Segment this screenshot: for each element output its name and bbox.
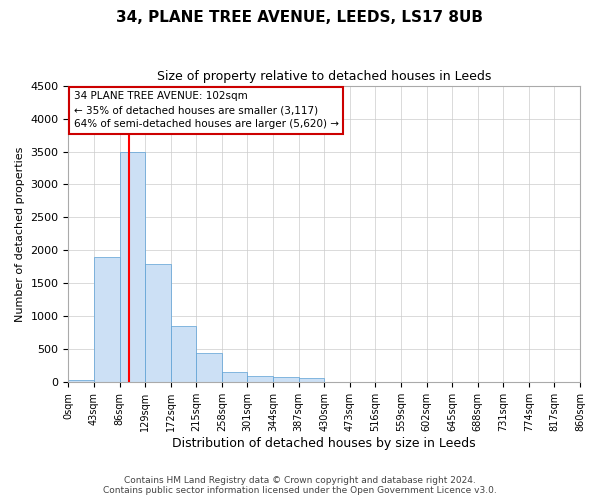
Bar [171, 326, 196, 382]
X-axis label: Distribution of detached houses by size in Leeds: Distribution of detached houses by size … [172, 437, 476, 450]
Bar [299, 378, 324, 382]
Y-axis label: Number of detached properties: Number of detached properties [15, 146, 25, 322]
Bar [68, 380, 94, 382]
Bar [94, 257, 119, 382]
Bar [196, 352, 222, 382]
Bar [247, 376, 273, 382]
Bar [119, 152, 145, 382]
Bar [273, 377, 299, 382]
Text: 34 PLANE TREE AVENUE: 102sqm
← 35% of detached houses are smaller (3,117)
64% of: 34 PLANE TREE AVENUE: 102sqm ← 35% of de… [74, 92, 338, 130]
Text: 34, PLANE TREE AVENUE, LEEDS, LS17 8UB: 34, PLANE TREE AVENUE, LEEDS, LS17 8UB [116, 10, 484, 25]
Bar [145, 264, 171, 382]
Text: Contains HM Land Registry data © Crown copyright and database right 2024.
Contai: Contains HM Land Registry data © Crown c… [103, 476, 497, 495]
Title: Size of property relative to detached houses in Leeds: Size of property relative to detached ho… [157, 70, 491, 83]
Bar [222, 372, 247, 382]
